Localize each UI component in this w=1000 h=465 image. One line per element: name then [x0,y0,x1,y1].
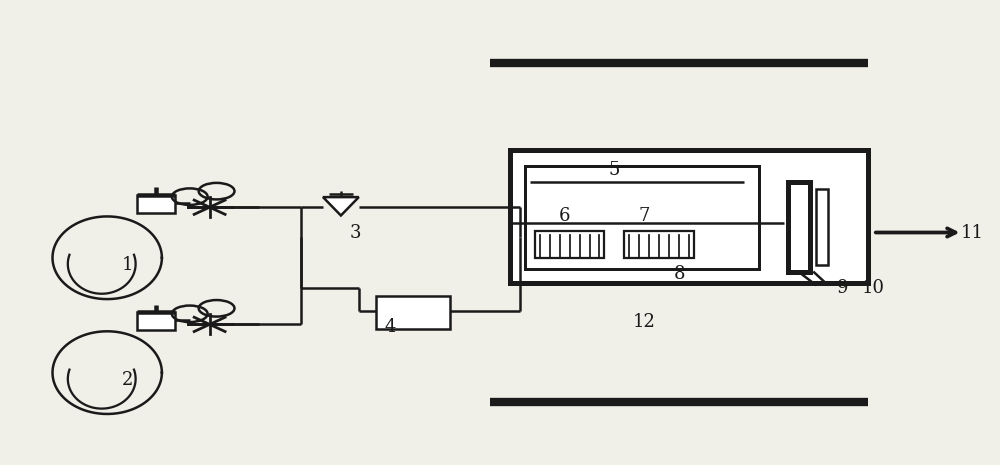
Text: 3: 3 [350,224,362,241]
Text: 10: 10 [861,279,884,297]
Text: 2: 2 [121,371,133,389]
Text: 5: 5 [609,161,620,179]
Text: 9: 9 [837,279,849,297]
Text: 7: 7 [639,207,650,226]
Bar [510,150,868,283]
Bar [525,166,759,269]
Text: 4: 4 [385,318,396,336]
Polygon shape [323,197,359,215]
Bar [137,195,175,213]
Text: 11: 11 [961,224,984,241]
Text: 1: 1 [121,256,133,274]
Bar [137,312,175,330]
Bar [376,296,450,329]
Text: 12: 12 [633,313,656,331]
Text: 8: 8 [673,265,685,283]
Bar [624,231,694,258]
Bar [535,231,604,258]
Text: 6: 6 [559,207,570,226]
Bar [788,182,810,272]
Bar [816,189,828,265]
